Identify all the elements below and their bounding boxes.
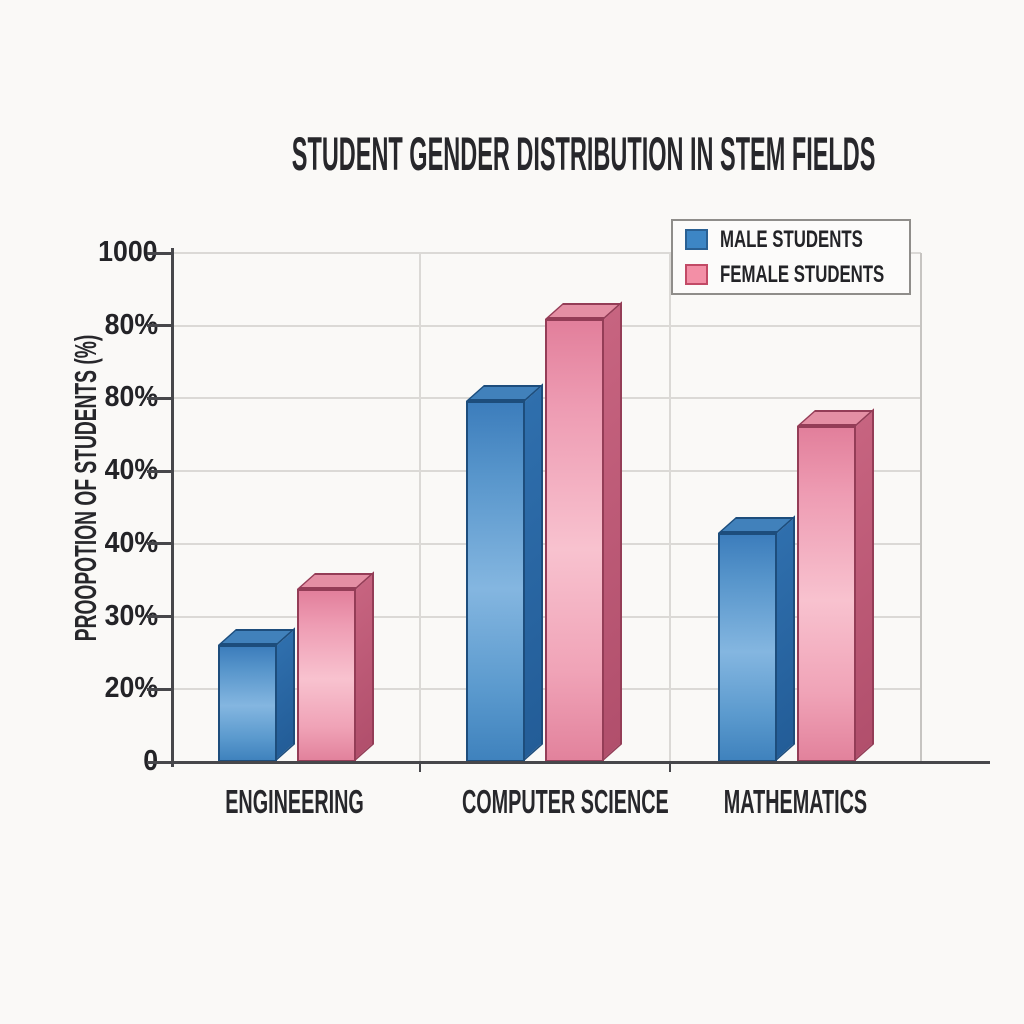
y-tick-label-text: 0 bbox=[143, 745, 158, 777]
category-separator bbox=[669, 253, 671, 762]
y-tick-label-text: 40% bbox=[104, 526, 158, 559]
x-category-label-text: ENGINEERING bbox=[225, 783, 365, 820]
bar-male-engineering bbox=[218, 644, 277, 762]
x-category-label: ENGINEERING bbox=[145, 783, 445, 821]
x-category-label-text: COMPUTER SCIENCE bbox=[461, 783, 669, 820]
gridline-horizontal bbox=[172, 470, 921, 473]
bar-top-female-computer-science bbox=[545, 303, 623, 320]
y-tick-label-text: 80% bbox=[104, 308, 158, 341]
y-axis-title-text: PROOPOTION OF STUDENTS (%) bbox=[68, 334, 103, 642]
male-swatch-icon bbox=[685, 229, 708, 250]
legend-item-female: FEMALE STUDENTS bbox=[685, 261, 897, 289]
gridline-horizontal bbox=[172, 542, 921, 545]
bar-female-engineering bbox=[297, 588, 356, 762]
y-tick-mark bbox=[147, 469, 172, 473]
bar-top-male-engineering bbox=[218, 628, 296, 645]
x-category-label-text: MATHEMATICS bbox=[723, 783, 867, 820]
y-tick-label: 0 bbox=[28, 745, 158, 778]
y-tick-label-text: 30% bbox=[104, 599, 158, 632]
legend-label-female: FEMALE STUDENTS bbox=[720, 260, 885, 288]
bar-side-female-computer-science bbox=[602, 301, 622, 762]
bar-female-computer-science bbox=[545, 319, 604, 762]
female-swatch-icon bbox=[685, 264, 708, 285]
y-tick-label: 20% bbox=[28, 672, 158, 705]
y-tick-label-text: 20% bbox=[104, 672, 158, 705]
bar-side-male-engineering bbox=[275, 627, 295, 762]
bar-female-mathematics bbox=[797, 426, 856, 762]
bar-side-female-engineering bbox=[354, 571, 374, 762]
y-tick-mark bbox=[147, 396, 172, 400]
bar-side-male-mathematics bbox=[775, 515, 795, 762]
y-tick-label-text: 80% bbox=[104, 381, 158, 414]
bar-top-female-engineering bbox=[297, 572, 375, 589]
y-tick-mark bbox=[147, 615, 172, 619]
y-tick-mark bbox=[147, 251, 172, 255]
bar-male-computer-science bbox=[466, 400, 525, 762]
legend-label-male: MALE STUDENTS bbox=[720, 225, 863, 253]
x-tick-mark bbox=[419, 763, 421, 772]
gridline-horizontal bbox=[172, 397, 921, 400]
x-tick-mark bbox=[669, 763, 671, 772]
y-tick-label-text: 1000 bbox=[98, 236, 158, 268]
legend-item-male: MALE STUDENTS bbox=[685, 226, 897, 254]
category-separator bbox=[419, 253, 421, 762]
bar-side-male-computer-science bbox=[523, 382, 543, 762]
y-axis-line bbox=[171, 248, 174, 767]
chart-title-text: STUDENT GENDER DISTRIBUTION IN STEM FIEL… bbox=[291, 127, 876, 180]
x-category-label: COMPUTER SCIENCE bbox=[393, 783, 693, 821]
legend: MALE STUDENTS FEMALE STUDENTS bbox=[671, 219, 911, 295]
x-axis-line bbox=[150, 761, 990, 764]
gridline-horizontal bbox=[172, 688, 921, 691]
chart-title: STUDENT GENDER DISTRIBUTION IN STEM FIEL… bbox=[0, 126, 1024, 181]
bar-side-female-mathematics bbox=[854, 408, 874, 762]
y-tick-label-text: 40% bbox=[104, 454, 158, 487]
y-tick-mark bbox=[147, 760, 172, 764]
bar-male-mathematics bbox=[718, 532, 777, 762]
y-tick-mark bbox=[147, 542, 172, 546]
plot-right-border bbox=[920, 253, 922, 762]
y-tick-mark bbox=[147, 687, 172, 691]
bar-top-male-computer-science bbox=[466, 384, 544, 401]
y-tick-label: 1000 bbox=[28, 236, 158, 269]
y-tick-mark bbox=[147, 324, 172, 328]
gridline-horizontal bbox=[172, 324, 921, 327]
x-category-label: MATHEMATICS bbox=[645, 783, 945, 821]
bar-top-male-mathematics bbox=[718, 516, 796, 533]
bar-top-female-mathematics bbox=[797, 410, 875, 427]
gridline-horizontal bbox=[172, 615, 921, 618]
